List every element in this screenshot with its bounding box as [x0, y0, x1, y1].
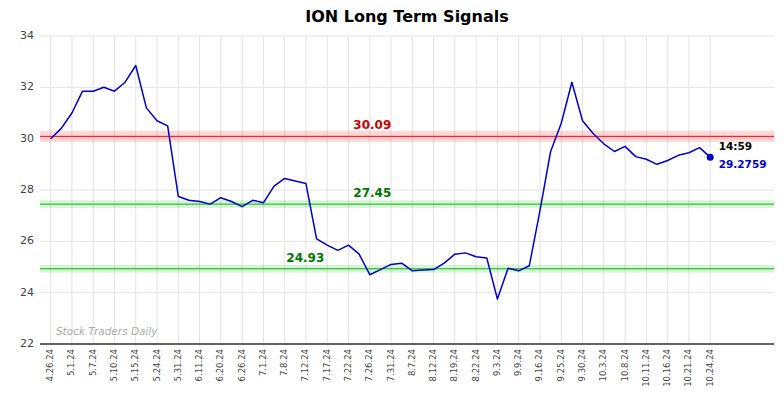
- title: ION Long Term Signals: [305, 7, 509, 26]
- x-tick-label: 10.3.24: [598, 349, 608, 381]
- x-tick-label: 9.16.24: [534, 349, 544, 381]
- reference-label: 30.09: [353, 118, 391, 132]
- x-grid-line: [305, 36, 306, 344]
- x-tick-label: 7.1.24: [258, 349, 268, 376]
- y-grid-line: [40, 36, 774, 37]
- x-tick-label: 5.24.24: [152, 349, 162, 381]
- plot-area: [40, 66, 774, 300]
- reference-line: [40, 268, 774, 269]
- x-grid-line: [561, 36, 562, 344]
- x-tick-label: 9.3.24: [492, 349, 502, 376]
- x-tick-label: 10.8.24: [620, 349, 630, 381]
- x-tick-label: 5.7.24: [88, 349, 98, 376]
- x-grid-line: [667, 36, 668, 344]
- x-tick-label: 8.22.24: [471, 349, 481, 381]
- y-grid-line: [40, 241, 774, 242]
- x-tick-label: 7.26.24: [364, 349, 374, 381]
- x-grid-line: [433, 36, 434, 344]
- x-tick-label: 4.26.24: [45, 349, 55, 381]
- y-tick-label: 34: [20, 29, 34, 42]
- y-tick-label: 32: [20, 80, 34, 93]
- x-tick-label: 5.15.24: [130, 349, 140, 381]
- x-grid-line: [135, 36, 136, 344]
- y-grid-line: [40, 292, 774, 293]
- watermark: Stock Traders Daily: [56, 325, 158, 337]
- y-grid-line: [40, 190, 774, 191]
- x-grid-line: [157, 36, 158, 344]
- reference-label: 24.93: [286, 251, 324, 265]
- chart: 22 24 26 28 30 32 34 4.26.24 5.1.24 5.7.24 5.10.24…: [0, 0, 784, 398]
- x-grid-line: [412, 36, 413, 344]
- y-tick-label: 26: [20, 234, 34, 247]
- x-tick-label: 8.12.24: [428, 349, 438, 381]
- x-grid-line: [348, 36, 349, 344]
- x-grid-line: [603, 36, 604, 344]
- x-grid-line: [242, 36, 243, 344]
- reference-line: [40, 136, 774, 137]
- reference-label: 27.45: [353, 186, 391, 200]
- last-point-label: 14:59: [719, 140, 752, 152]
- x-grid-line: [263, 36, 264, 344]
- price-line: [51, 66, 711, 300]
- x-grid-line: [518, 36, 519, 344]
- y-tick-label: 30: [20, 132, 34, 145]
- x-tick-label: 8.19.24: [449, 349, 459, 381]
- last-point-marker: [707, 154, 714, 161]
- x-grid-line: [454, 36, 455, 344]
- x-tick-label: 9.30.24: [577, 349, 587, 381]
- x-tick-label: 7.8.24: [279, 349, 289, 376]
- x-grid-line: [582, 36, 583, 344]
- x-tick-label: 9.25.24: [556, 349, 566, 381]
- x-axis-line: [40, 343, 774, 345]
- x-grid-line: [93, 36, 94, 344]
- x-tick-label: 10.21.24: [683, 349, 693, 387]
- x-grid-line: [199, 36, 200, 344]
- x-grid-line: [284, 36, 285, 344]
- x-tick-label: 8.7.24: [407, 349, 417, 376]
- reference-band: [40, 131, 774, 142]
- x-tick-label: 7.17.24: [322, 349, 332, 381]
- x-tick-label: 6.26.24: [237, 349, 247, 381]
- y-grid-line: [40, 87, 774, 88]
- x-tick-label: 7.12.24: [300, 349, 310, 381]
- x-tick-label: 10.24.24: [705, 349, 715, 387]
- x-grid-line: [710, 36, 711, 344]
- grid: [40, 36, 774, 344]
- x-tick-label: 9.9.24: [513, 349, 523, 376]
- x-tick-label: 5.1.24: [66, 349, 76, 376]
- x-tick-label: 10.16.24: [662, 349, 672, 387]
- x-grid-line: [539, 36, 540, 344]
- x-grid-line: [114, 36, 115, 344]
- y-tick-label: 28: [20, 183, 34, 196]
- x-tick-label: 7.31.24: [386, 349, 396, 381]
- last-point-label: 29.2759: [719, 158, 767, 170]
- x-grid-line: [50, 36, 51, 344]
- x-tick-label: 7.22.24: [343, 349, 353, 381]
- y-tick-label: 22: [20, 337, 34, 350]
- x-grid-line: [327, 36, 328, 344]
- x-tick-label: 6.20.24: [215, 349, 225, 381]
- x-grid-line: [688, 36, 689, 344]
- x-grid-line: [646, 36, 647, 344]
- y-grid-line: [40, 344, 774, 345]
- y-tick-label: 24: [20, 286, 34, 299]
- x-tick-label: 5.31.24: [173, 349, 183, 381]
- x-grid-line: [476, 36, 477, 344]
- x-grid-line: [220, 36, 221, 344]
- x-tick-label: 6.11.24: [194, 349, 204, 381]
- x-grid-line: [625, 36, 626, 344]
- x-tick-label: 10.11.24: [641, 349, 651, 387]
- reference-line: [40, 204, 774, 205]
- x-grid-line: [71, 36, 72, 344]
- x-tick-label: 5.10.24: [109, 349, 119, 381]
- reference-band: [40, 200, 774, 208]
